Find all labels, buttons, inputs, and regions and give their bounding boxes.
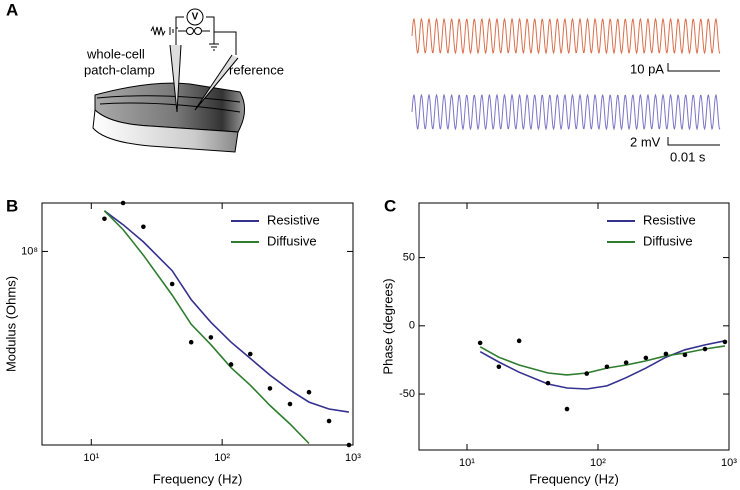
data-point bbox=[643, 355, 649, 361]
time-scale: 0.01 s bbox=[670, 149, 706, 164]
panel-label: B bbox=[6, 196, 18, 215]
voltage-scale: 2 mV bbox=[630, 134, 661, 149]
plot-area bbox=[103, 210, 350, 445]
data-point bbox=[516, 338, 522, 344]
reference-label: reference bbox=[229, 62, 284, 77]
data-point bbox=[722, 339, 728, 345]
y-axis-label: Modulus (Ohms) bbox=[3, 276, 18, 372]
line bbox=[479, 340, 726, 390]
plot-area bbox=[479, 340, 726, 390]
x-tick-label: 10¹ bbox=[83, 452, 99, 464]
x-tick-label: 10² bbox=[590, 457, 606, 469]
chart: 10¹ 10² 10³ 10⁸ Frequency (Hz) Modulus (Ohms)… bbox=[3, 200, 361, 486]
data-point bbox=[208, 335, 214, 340]
legend-label: Resistive bbox=[267, 212, 320, 227]
legend-label: Diffusive bbox=[267, 233, 317, 248]
voltmeter-label: V bbox=[192, 12, 199, 23]
data-point bbox=[287, 401, 293, 407]
data-point bbox=[141, 224, 146, 230]
data-point bbox=[496, 364, 502, 370]
data-point bbox=[545, 380, 551, 386]
x-tick-label: 10³ bbox=[721, 457, 737, 469]
x-axis-label: Frequency (Hz) bbox=[153, 471, 243, 486]
x-axis-label: Frequency (Hz) bbox=[529, 471, 619, 486]
x-tick-label: 10¹ bbox=[459, 457, 475, 469]
patch-label: patch-clamp bbox=[84, 62, 155, 77]
legend-label: Resistive bbox=[643, 212, 696, 227]
x-tick-label: 10² bbox=[214, 452, 230, 464]
data-point bbox=[623, 360, 629, 365]
data-point bbox=[682, 352, 688, 358]
line bbox=[103, 210, 310, 445]
current-scale: 10 pA bbox=[630, 61, 664, 76]
x-tick-label: 10³ bbox=[345, 452, 361, 464]
data-point bbox=[346, 442, 352, 448]
data-point bbox=[477, 340, 483, 346]
y-tick-label: 10⁸ bbox=[21, 245, 38, 257]
axes-frame bbox=[418, 202, 730, 451]
data-point bbox=[663, 351, 669, 357]
data-point bbox=[228, 362, 234, 367]
trace bbox=[411, 17, 721, 55]
data-point bbox=[702, 346, 708, 352]
data-point bbox=[267, 386, 273, 391]
panel-label: C bbox=[384, 196, 396, 215]
data-point bbox=[584, 371, 590, 376]
data-point bbox=[169, 281, 175, 287]
data-point bbox=[326, 418, 332, 424]
scale-bars bbox=[667, 63, 720, 146]
panel-label: A bbox=[6, 0, 18, 19]
y-tick-label: 0 bbox=[409, 320, 415, 332]
data-point bbox=[188, 339, 194, 345]
axes-frame bbox=[41, 202, 354, 446]
data-point bbox=[604, 364, 610, 370]
data-point bbox=[564, 406, 570, 412]
patch-label: whole-cell bbox=[86, 46, 145, 61]
legend-label: Diffusive bbox=[643, 233, 693, 248]
slab-diagram bbox=[92, 8, 245, 153]
y-axis-label: Phase (degrees) bbox=[380, 278, 395, 374]
data-point bbox=[306, 389, 312, 395]
trace bbox=[411, 93, 721, 131]
data-point bbox=[247, 351, 253, 357]
chart: 10¹ 10² 10³ -50 0 50 Frequency (Hz) Phase (degr… bbox=[380, 202, 737, 486]
data-point bbox=[120, 200, 126, 206]
data-point bbox=[102, 216, 107, 222]
y-tick-label: 50 bbox=[403, 251, 415, 263]
line bbox=[103, 210, 350, 413]
y-tick-label: -50 bbox=[399, 388, 415, 400]
